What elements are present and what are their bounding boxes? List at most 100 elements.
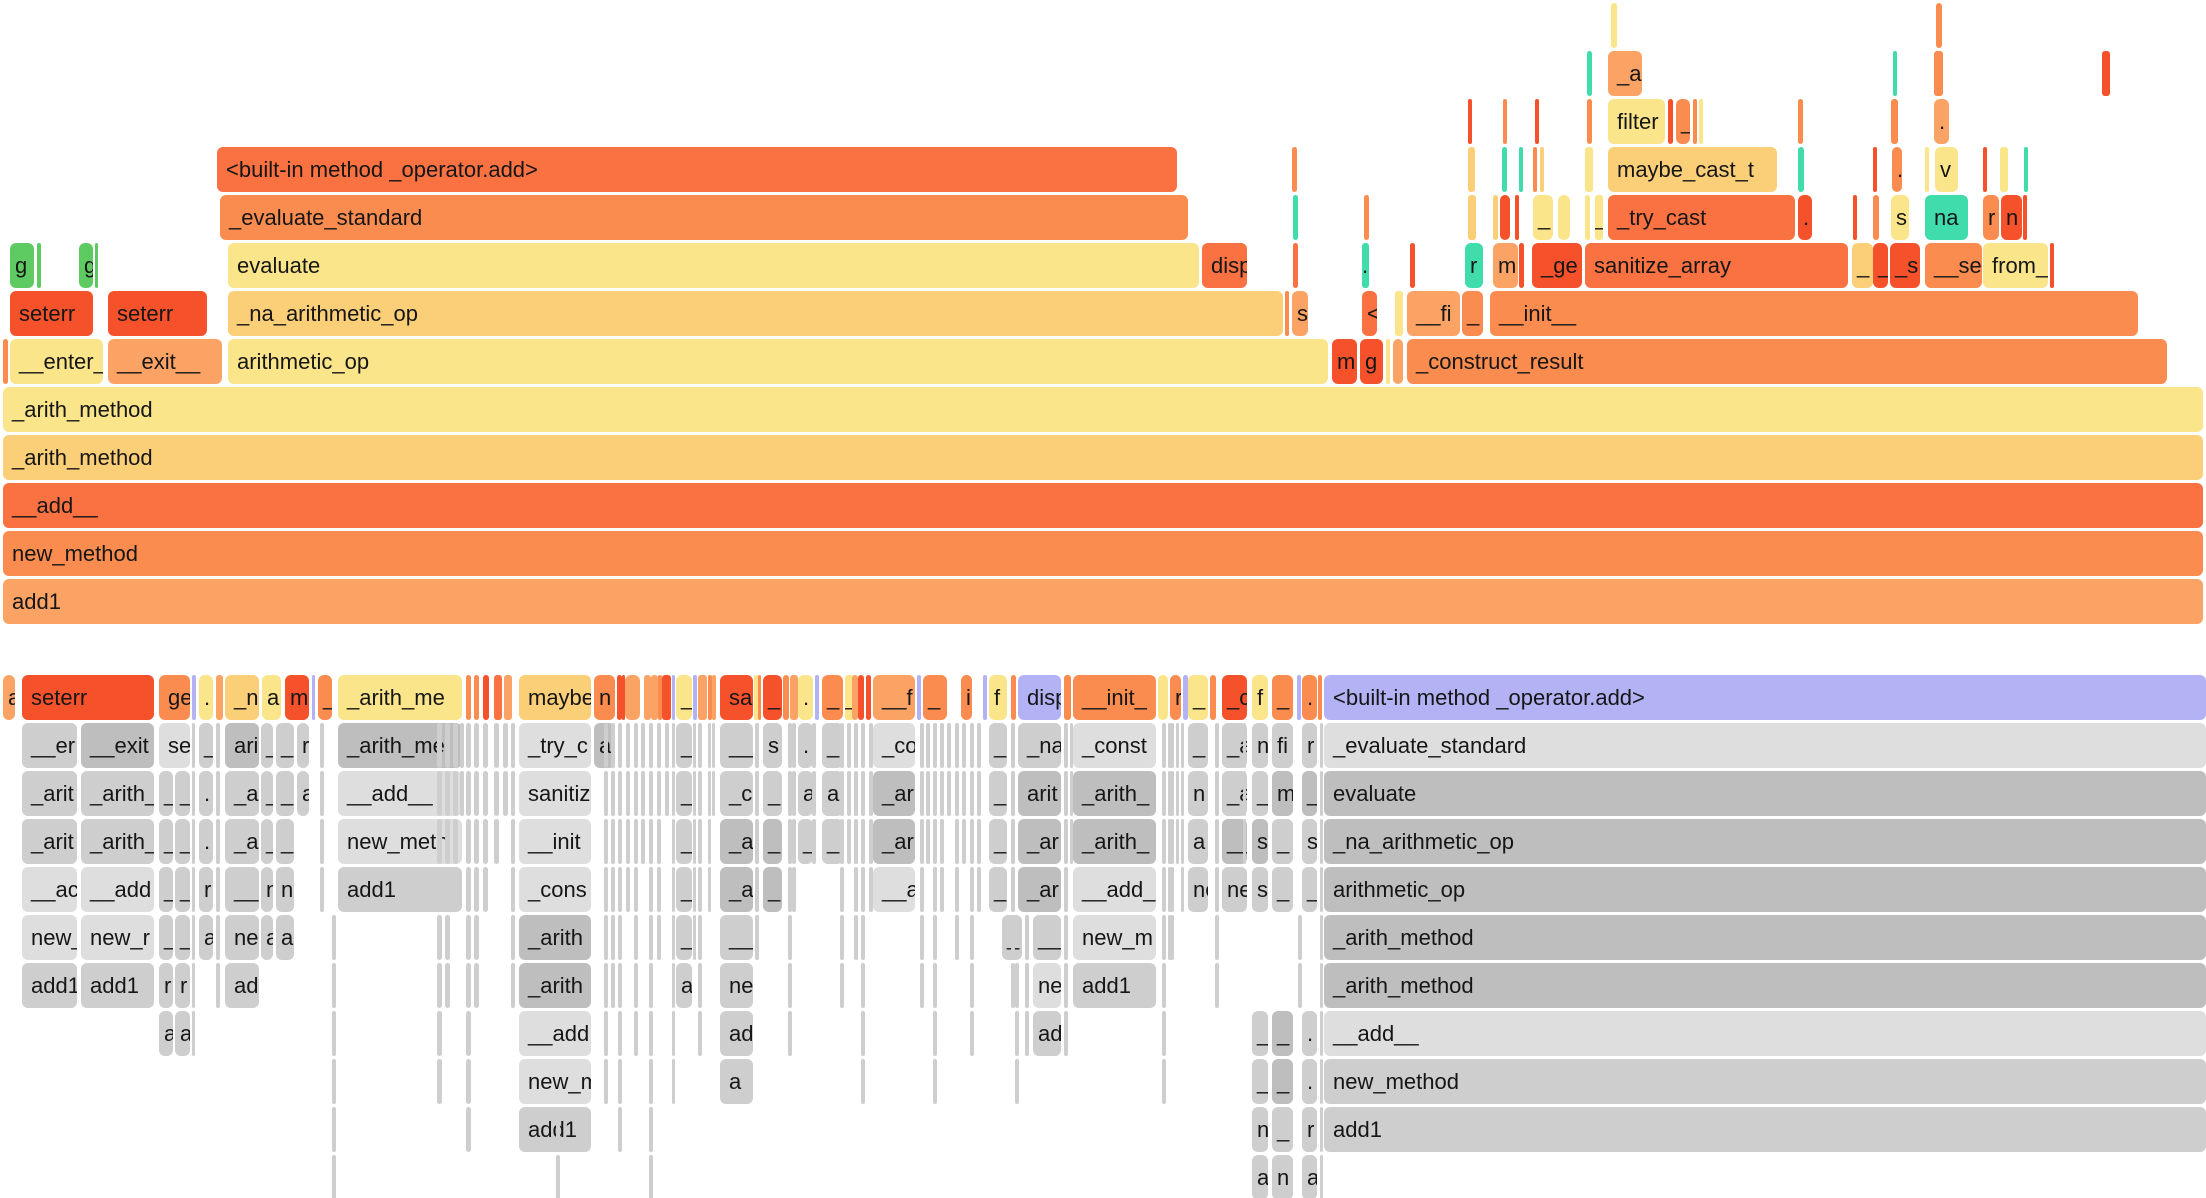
flame-frame[interactable]: m [1332, 339, 1357, 384]
flame-frame[interactable] [634, 771, 638, 816]
flame-frame[interactable]: _ [676, 819, 692, 864]
flame-frame[interactable]: _arith_method [3, 387, 2203, 432]
flame-frame[interactable] [437, 723, 442, 768]
flame-frame[interactable] [926, 771, 930, 816]
flame-frame[interactable] [1215, 819, 1219, 864]
flame-frame[interactable] [611, 723, 615, 768]
flame-frame[interactable] [861, 867, 865, 912]
flame-frame[interactable]: _na [1018, 723, 1061, 768]
flame-frame[interactable] [947, 723, 951, 768]
flame-frame[interactable] [192, 675, 196, 720]
flame-frame[interactable] [216, 771, 220, 816]
flame-frame[interactable] [503, 723, 508, 768]
flame-frame[interactable] [634, 819, 638, 864]
flame-frame[interactable]: _ [1272, 1107, 1293, 1152]
flame-frame[interactable] [861, 1059, 865, 1104]
flame-frame[interactable] [1168, 723, 1171, 768]
flame-frame[interactable]: sa [720, 675, 753, 720]
flame-frame[interactable] [962, 771, 966, 816]
flame-frame[interactable] [604, 963, 608, 1008]
flame-frame[interactable] [511, 819, 515, 864]
flame-frame[interactable] [626, 867, 630, 912]
flame-frame[interactable] [1170, 915, 1174, 960]
flame-frame[interactable] [604, 1011, 608, 1056]
flame-frame[interactable] [634, 723, 638, 768]
flame-frame[interactable] [712, 675, 716, 720]
flame-frame[interactable] [812, 771, 816, 816]
flame-frame[interactable]: _ [159, 819, 173, 864]
flame-frame[interactable]: __ [1222, 819, 1247, 864]
flame-frame[interactable] [1320, 963, 1323, 1008]
flame-frame[interactable] [649, 771, 653, 816]
flame-frame[interactable] [920, 723, 924, 768]
flame-frame[interactable] [332, 1059, 336, 1104]
flame-frame[interactable] [332, 1155, 336, 1198]
flame-frame[interactable] [1176, 771, 1179, 816]
flame-frame[interactable]: _c [1222, 675, 1247, 720]
flame-frame[interactable] [854, 723, 858, 768]
flame-frame[interactable] [445, 723, 450, 768]
flame-frame[interactable] [815, 675, 819, 720]
flame-frame[interactable] [634, 963, 638, 1008]
flame-frame[interactable] [788, 1011, 792, 1056]
flame-frame[interactable] [192, 723, 195, 768]
flame-frame[interactable]: arithmetic_op [228, 339, 1328, 384]
flame-frame[interactable] [466, 675, 471, 720]
flame-frame[interactable] [216, 723, 220, 768]
flame-frame[interactable] [494, 819, 499, 864]
flame-frame[interactable] [604, 723, 608, 768]
flame-frame[interactable] [698, 675, 707, 720]
flame-frame[interactable] [698, 723, 702, 768]
flame-frame[interactable]: __ac [22, 867, 77, 912]
flame-frame[interactable] [1064, 771, 1068, 816]
flame-frame[interactable]: _arith_ [1073, 819, 1156, 864]
flame-frame[interactable]: new_m [1073, 915, 1156, 960]
flame-frame[interactable]: new_method [3, 531, 2203, 576]
flame-frame[interactable] [1011, 963, 1015, 1008]
flame-frame[interactable] [504, 675, 512, 720]
flame-frame[interactable] [1162, 963, 1166, 1008]
flame-frame[interactable] [840, 723, 844, 768]
flame-frame[interactable]: . [1362, 243, 1369, 288]
flame-frame[interactable] [854, 867, 858, 912]
flame-frame[interactable]: ne [276, 867, 294, 912]
flame-frame[interactable] [626, 723, 630, 768]
flame-frame[interactable] [1064, 963, 1068, 1008]
flame-frame[interactable] [1181, 819, 1184, 864]
flame-frame[interactable] [1699, 99, 1703, 144]
flame-frame[interactable]: n [1188, 771, 1208, 816]
flame-frame[interactable] [1183, 675, 1188, 720]
flame-frame[interactable] [618, 819, 622, 864]
flame-frame[interactable] [672, 1059, 675, 1104]
flame-frame[interactable] [216, 963, 220, 1008]
flame-frame[interactable] [920, 771, 924, 816]
flame-frame[interactable] [1176, 819, 1179, 864]
flame-frame[interactable] [474, 963, 479, 1008]
flame-frame[interactable] [474, 723, 479, 768]
flame-frame[interactable]: disp [1202, 243, 1247, 288]
flame-frame[interactable]: _ [159, 771, 173, 816]
flame-frame[interactable] [1064, 867, 1068, 912]
flame-frame[interactable]: _ [923, 675, 947, 720]
flame-frame[interactable] [511, 915, 515, 960]
flame-frame[interactable] [1011, 723, 1015, 768]
flame-frame[interactable] [955, 771, 959, 816]
flame-frame[interactable] [1168, 771, 1171, 816]
flame-frame[interactable] [970, 819, 974, 864]
flame-frame[interactable]: _ [1272, 1059, 1293, 1104]
flame-frame[interactable]: ad [720, 1011, 753, 1056]
flame-frame[interactable] [1011, 771, 1015, 816]
flame-frame[interactable] [1170, 867, 1174, 912]
flame-frame[interactable] [494, 675, 502, 720]
flame-frame[interactable]: __exit__ [108, 339, 222, 384]
flame-frame[interactable]: _ [763, 867, 782, 912]
flame-frame[interactable]: _ge [1532, 243, 1582, 288]
flame-frame[interactable] [1170, 819, 1174, 864]
flame-frame[interactable]: __add__ [3, 483, 2203, 528]
flame-frame[interactable] [1215, 963, 1219, 1008]
flame-frame[interactable] [95, 243, 98, 288]
flame-frame[interactable] [649, 819, 653, 864]
flame-frame[interactable]: ne [225, 915, 259, 960]
flame-frame[interactable] [649, 963, 653, 1008]
flame-frame[interactable]: evaluate [228, 243, 1199, 288]
